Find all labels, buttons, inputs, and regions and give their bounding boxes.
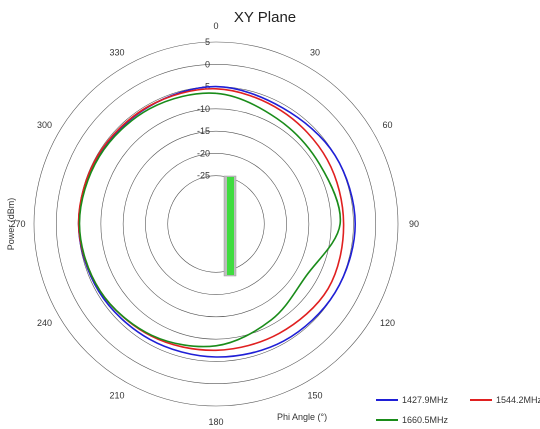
grid-ring [100,108,332,340]
angle-tick-label: 270 [10,219,25,229]
radial-axis-label: Power (dBm) [6,198,16,251]
angle-tick-label: 300 [37,120,52,130]
grid-ring [167,175,265,273]
angle-tick-label: 210 [109,390,124,400]
angle-tick-label: 180 [208,417,223,427]
grid-ring [55,63,377,385]
radial-tick-label: -25 [197,171,210,181]
radial-tick-label: -15 [197,126,210,136]
series-line-2 [77,87,345,352]
radial-tick-label: 5 [205,37,210,47]
series-group [77,85,357,358]
angle-tick-label: 60 [382,120,392,130]
angle-tick-label: 30 [310,48,320,58]
radial-tick-label: -20 [197,148,210,158]
angle-tick-label: 90 [409,219,419,229]
legend: 1427.9MHz 1544.2MHz 1660.5MHz [376,395,540,425]
legend-label: 1660.5MHz [402,415,449,425]
angular-axis-label: Phi Angle (°) [277,412,327,422]
angle-tick-label: 330 [109,48,124,58]
radial-tick-label: 0 [205,59,210,69]
series-line-1 [77,85,357,358]
angle-tick-label: 150 [307,390,322,400]
legend-label: 1427.9MHz [402,395,449,405]
angle-tick-label: 120 [380,318,395,328]
radial-tick-label: -10 [197,104,210,114]
grid-ring [33,41,399,407]
grid-ring [122,130,310,318]
polar-grid: 50-5-10-15-20-25030609012015018021024027… [10,21,419,427]
legend-label: 1544.2MHz [496,395,540,405]
grid-ring [145,153,287,295]
angle-tick-label: 0 [213,21,218,31]
antenna-inset [223,175,237,277]
chart-title: XY Plane [234,9,296,26]
angle-tick-label: 240 [37,318,52,328]
antenna-inset-bar [227,177,234,275]
series-line-3 [78,92,342,348]
